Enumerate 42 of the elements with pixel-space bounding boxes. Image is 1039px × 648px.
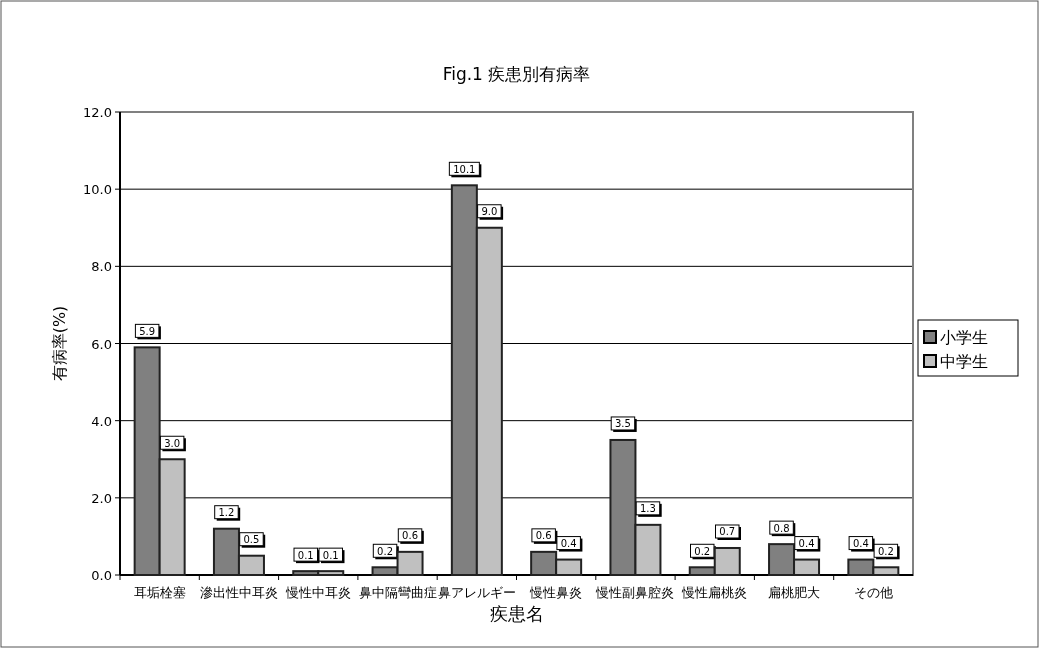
data-label: 0.2 bbox=[877, 545, 894, 557]
y-tick-label: 10.0 bbox=[83, 182, 112, 198]
x-tick-label: 慢性鼻炎 bbox=[529, 585, 583, 600]
x-tick-label: 滲出性中耳炎 bbox=[199, 585, 278, 600]
y-tick-label: 0.0 bbox=[91, 568, 112, 583]
y-tick-label: 4.0 bbox=[91, 413, 112, 429]
data-label: 0.5 bbox=[243, 534, 260, 546]
x-tick-label: 慢性副鼻腔炎 bbox=[595, 585, 675, 600]
y-tick-label: 12.0 bbox=[83, 105, 112, 120]
data-label: 0.1 bbox=[322, 549, 339, 561]
data-label: 10.1 bbox=[453, 163, 476, 175]
data-label: 0.2 bbox=[694, 545, 711, 557]
data-label: 1.2 bbox=[218, 507, 235, 519]
data-label: 0.1 bbox=[297, 549, 314, 561]
data-label: 0.4 bbox=[798, 538, 815, 550]
data-label: 0.6 bbox=[402, 530, 418, 542]
x-tick-label: 鼻アレルギー bbox=[437, 585, 516, 600]
x-tick-label: 慢性中耳炎 bbox=[284, 585, 351, 600]
data-label: 0.2 bbox=[377, 545, 393, 557]
data-label: 0.8 bbox=[773, 522, 790, 534]
y-tick-label: 8.0 bbox=[91, 259, 112, 275]
chart-title: Fig.1 疾患別有病率 bbox=[442, 64, 591, 84]
x-tick-label: 扁桃肥大 bbox=[768, 585, 821, 600]
data-label: 9.0 bbox=[481, 206, 498, 218]
data-label: 3.0 bbox=[164, 437, 181, 449]
data-label: 0.6 bbox=[535, 530, 552, 542]
x-tick-label: 耳垢栓塞 bbox=[133, 585, 186, 600]
y-tick-label: 2.0 bbox=[91, 490, 112, 506]
x-tick-label: 慢性扁桃炎 bbox=[681, 585, 748, 600]
data-label: 1.3 bbox=[640, 503, 656, 515]
data-label: 3.5 bbox=[615, 418, 631, 430]
x-tick-label: 鼻中隔彎曲症 bbox=[358, 585, 437, 600]
x-tick-label: その他 bbox=[853, 585, 893, 600]
data-label: 0.4 bbox=[852, 538, 869, 550]
data-label: 5.9 bbox=[139, 325, 156, 337]
y-axis-title: 有病率(%) bbox=[50, 305, 69, 382]
data-label: 0.4 bbox=[560, 538, 577, 550]
x-axis-title: 疾患名 bbox=[489, 603, 544, 624]
legend-label: 中学生 bbox=[940, 352, 988, 371]
y-tick-label: 6.0 bbox=[91, 336, 112, 352]
data-label: 0.7 bbox=[719, 526, 736, 538]
legend-label: 小学生 bbox=[940, 328, 988, 347]
